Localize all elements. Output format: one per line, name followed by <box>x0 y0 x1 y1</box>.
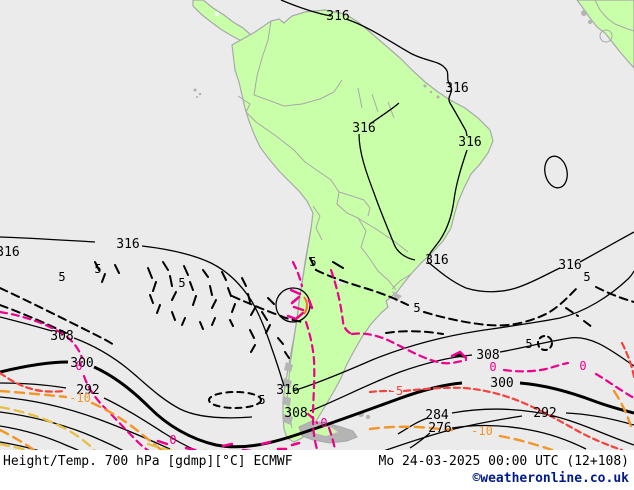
warm-spot-chile <box>303 296 308 315</box>
contour-label-0: 0 <box>169 433 176 447</box>
contour-label--10: -10 <box>471 424 493 438</box>
contour-label-316: 316 <box>558 258 581 273</box>
temp-contour-minus10c <box>0 389 634 450</box>
land-africa <box>576 0 634 69</box>
contour-label-316: 316 <box>458 135 481 150</box>
contour-label-5: 5 <box>258 393 265 407</box>
contour-label-300: 300 <box>70 356 93 371</box>
contour-label-316: 316 <box>425 253 448 268</box>
contour-label-5: 5 <box>178 276 185 290</box>
contour-label-308: 308 <box>476 348 499 363</box>
contour-inner-arcs <box>0 425 80 450</box>
contour-label-316: 316 <box>276 383 299 398</box>
contour-label-292: 292 <box>76 383 99 398</box>
contour-label-0: 0 <box>75 359 82 373</box>
temp-contour-minus5c <box>0 341 634 450</box>
contour-316-west <box>0 236 285 387</box>
contour-label-0: 0 <box>320 416 327 430</box>
contour-316-south <box>292 270 634 392</box>
contour-label-0: 0 <box>579 359 586 373</box>
contour-316-southeast <box>427 231 634 293</box>
temp-0c-scribbles <box>156 288 468 450</box>
contour-label--5: -5 <box>389 384 403 398</box>
contour-label-316: 316 <box>445 81 468 96</box>
contour-label-5: 5 <box>525 337 532 351</box>
contour-label-5: 5 <box>94 262 101 276</box>
caption-bar: Height/Temp. 700 hPa [gdmp][°C] ECMWF Mo… <box>0 450 634 490</box>
africa-coast-specks <box>581 10 592 24</box>
contour-label-5: 5 <box>413 301 420 315</box>
contour-292-east <box>384 412 634 450</box>
copyright-link[interactable]: ©weatheronline.co.uk <box>472 471 629 486</box>
contour-label-276: 276 <box>428 421 451 436</box>
contour-label-316: 316 <box>116 237 139 252</box>
atlantic-islands <box>423 84 453 102</box>
contour-label-316: 316 <box>352 121 375 136</box>
contour-276 <box>0 411 587 450</box>
land-central-america <box>192 0 252 44</box>
contour-closed-atlantic <box>544 155 568 189</box>
contour-label-300: 300 <box>490 376 513 391</box>
contour-labels: 316 316 316 316 316 316 316 316 316 308 308 308 300 3… <box>0 9 591 447</box>
contour-label-292: 292 <box>533 406 556 421</box>
landmasses <box>192 0 634 443</box>
contour-label-316: 316 <box>326 9 349 24</box>
contour-label-316: 316 <box>0 245 20 260</box>
lake-nicaragua <box>215 12 219 16</box>
contour-label-284: 284 <box>425 408 449 423</box>
patagonia-icefields <box>282 362 293 425</box>
contour-label-308: 308 <box>50 329 73 344</box>
galapagos-islands <box>193 88 202 98</box>
contour-label--10: -10 <box>69 391 91 405</box>
temp-contour-yellow <box>0 405 174 450</box>
contour-308 <box>0 316 634 419</box>
contour-label-308: 308 <box>284 406 307 421</box>
contour-316-north <box>280 0 468 263</box>
rio-de-la-plata <box>392 291 402 302</box>
map-svg: 316 316 316 316 316 316 316 316 316 308 308 308 300 3… <box>0 0 634 450</box>
contour-label-5: 5 <box>309 255 316 269</box>
contour-292-west <box>0 382 197 450</box>
contour-316-amazon <box>358 102 416 261</box>
map-area: 316 316 316 316 316 316 316 316 316 308 308 308 300 3… <box>0 0 634 450</box>
contour-label-5: 5 <box>58 270 65 284</box>
chart-title: Height/Temp. 700 hPa [gdmp][°C] ECMWF <box>3 454 293 469</box>
chart-datetime: Mo 24-03-2025 00:00 UTC (12+108) <box>378 454 629 469</box>
contour-label-0: 0 <box>489 360 496 374</box>
temp-5c-scribbles <box>94 261 344 359</box>
temp-contour-0c <box>0 260 634 450</box>
contour-label-5: 5 <box>583 270 590 284</box>
temp-contour-5c <box>0 257 634 409</box>
